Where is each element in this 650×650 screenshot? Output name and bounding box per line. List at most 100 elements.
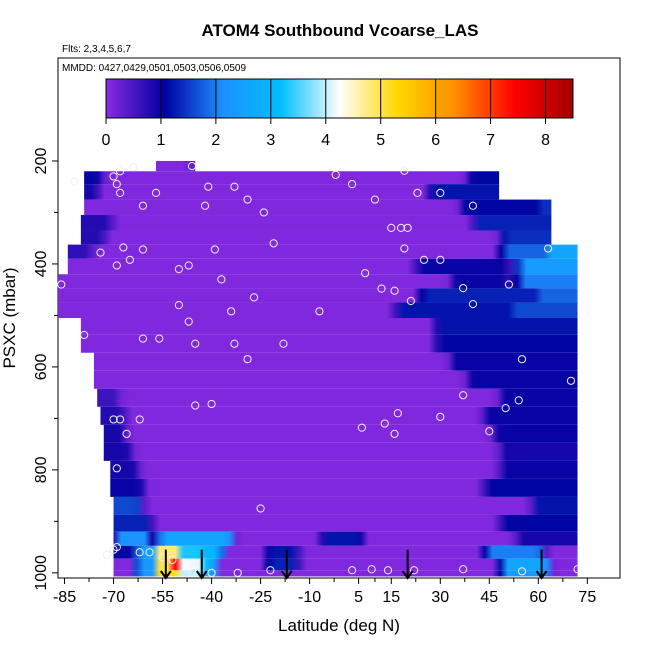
x-tick-label: 60 bbox=[529, 589, 547, 606]
sample-point bbox=[191, 401, 200, 410]
colorbar-tick-label: 2 bbox=[211, 132, 220, 149]
colorbar-tick-label: 3 bbox=[266, 132, 275, 149]
sample-point bbox=[279, 339, 288, 348]
arrow-marker bbox=[535, 549, 548, 580]
y-tick-label: 800 bbox=[33, 456, 50, 483]
heatmap-row bbox=[80, 334, 578, 353]
x-tick-label: 15 bbox=[382, 589, 400, 606]
x-tick-label: -10 bbox=[298, 589, 321, 606]
sample-point bbox=[207, 399, 216, 409]
colorbar-ticks: 0 1 2 3 4 5 6 7 8 bbox=[102, 79, 550, 149]
sample-point bbox=[184, 261, 193, 270]
arrow-marker bbox=[195, 549, 208, 580]
colorbar bbox=[105, 78, 574, 119]
sample-point bbox=[230, 182, 239, 191]
colorbar-tick-label: 8 bbox=[541, 132, 550, 149]
sample-point bbox=[187, 162, 197, 171]
sample-point bbox=[331, 170, 340, 179]
sample-point bbox=[115, 415, 125, 424]
heatmap-row bbox=[103, 442, 578, 461]
sample-point bbox=[517, 567, 527, 576]
y-axis-label: PSXC (mbar) bbox=[0, 267, 19, 368]
colorbar-tick-label: 4 bbox=[321, 132, 330, 149]
heatmap-row bbox=[93, 370, 578, 389]
sample-point bbox=[112, 261, 121, 270]
x-tick-label: 5 bbox=[354, 589, 363, 606]
sample-point bbox=[544, 244, 553, 253]
sample-point bbox=[259, 208, 268, 217]
sample-point bbox=[413, 188, 422, 197]
flights-note: Flts: 2,3,4,5,6,7 bbox=[62, 44, 131, 55]
heatmap-row bbox=[84, 184, 500, 200]
arrow-marker bbox=[160, 549, 172, 580]
sample-point bbox=[573, 565, 582, 574]
heatmap-cells bbox=[58, 160, 578, 577]
heatmap-row bbox=[58, 302, 578, 318]
y-tick-label: 600 bbox=[33, 353, 50, 380]
sample-point bbox=[256, 504, 265, 513]
sample-point bbox=[217, 275, 226, 284]
sample-point bbox=[347, 566, 357, 575]
heatmap-row bbox=[113, 496, 578, 515]
sample-point bbox=[243, 195, 252, 204]
sample-point bbox=[504, 280, 514, 289]
sample-point bbox=[112, 464, 121, 473]
sample-point bbox=[109, 415, 118, 424]
sample-point bbox=[406, 296, 415, 306]
sample-point bbox=[269, 239, 278, 248]
sample-point bbox=[436, 412, 445, 421]
sample-point bbox=[109, 172, 118, 181]
sample-point bbox=[501, 403, 510, 413]
colorbar-tick-label: 1 bbox=[156, 132, 165, 149]
sample-point bbox=[112, 180, 121, 189]
heatmap-row bbox=[84, 199, 552, 216]
sample-point bbox=[80, 330, 89, 340]
heatmap-row bbox=[113, 570, 578, 577]
y-tick-label: 1000 bbox=[33, 555, 50, 591]
sample-point bbox=[315, 307, 324, 316]
sample-point bbox=[459, 565, 468, 574]
sample-point bbox=[184, 317, 193, 326]
dates-note: MMDD: 0427,0429,0501,0503,0506,0509 bbox=[62, 63, 246, 74]
sample-point bbox=[514, 396, 523, 405]
sample-point bbox=[135, 415, 144, 424]
sample-point bbox=[204, 182, 213, 191]
sample-point bbox=[383, 566, 393, 575]
x-tick-label: 75 bbox=[578, 589, 596, 606]
sample-point bbox=[207, 568, 216, 577]
sample-point bbox=[138, 245, 148, 254]
sample-point bbox=[419, 255, 429, 264]
sample-point bbox=[459, 391, 468, 400]
heatmap-row bbox=[113, 558, 578, 571]
sample-point bbox=[233, 568, 242, 577]
sample-point bbox=[191, 562, 200, 571]
sample-point bbox=[468, 201, 478, 210]
colorbar-tick-label: 6 bbox=[431, 132, 440, 149]
sample-point bbox=[347, 180, 357, 189]
heatmap-row bbox=[80, 318, 578, 335]
x-tick-label: -25 bbox=[249, 589, 272, 606]
y-tick-label: 200 bbox=[33, 148, 50, 175]
sample-point bbox=[393, 409, 402, 418]
sample-point bbox=[191, 339, 200, 348]
sample-point bbox=[200, 201, 210, 210]
x-axis-label: Latitude (deg N) bbox=[278, 616, 400, 635]
x-tick-label: -85 bbox=[53, 589, 76, 606]
sample-point bbox=[125, 255, 134, 264]
y-tick-label: 400 bbox=[33, 250, 50, 277]
sample-point bbox=[70, 177, 79, 186]
heatmap-row bbox=[113, 531, 578, 546]
x-tick-label: -40 bbox=[200, 589, 223, 606]
sample-point bbox=[266, 566, 275, 575]
sample-point bbox=[403, 223, 412, 233]
heatmap-row bbox=[80, 230, 552, 245]
sample-point bbox=[174, 264, 183, 274]
heatmap-row bbox=[113, 545, 578, 559]
x-axis: -85 -70 -55 -40 -25 -10 5 15 30 45 60 75 bbox=[53, 578, 596, 606]
sample-point bbox=[400, 166, 409, 175]
heatmap-row bbox=[97, 388, 578, 407]
sample-point bbox=[410, 566, 419, 575]
sample-point bbox=[436, 188, 445, 197]
sample-point bbox=[370, 195, 380, 204]
